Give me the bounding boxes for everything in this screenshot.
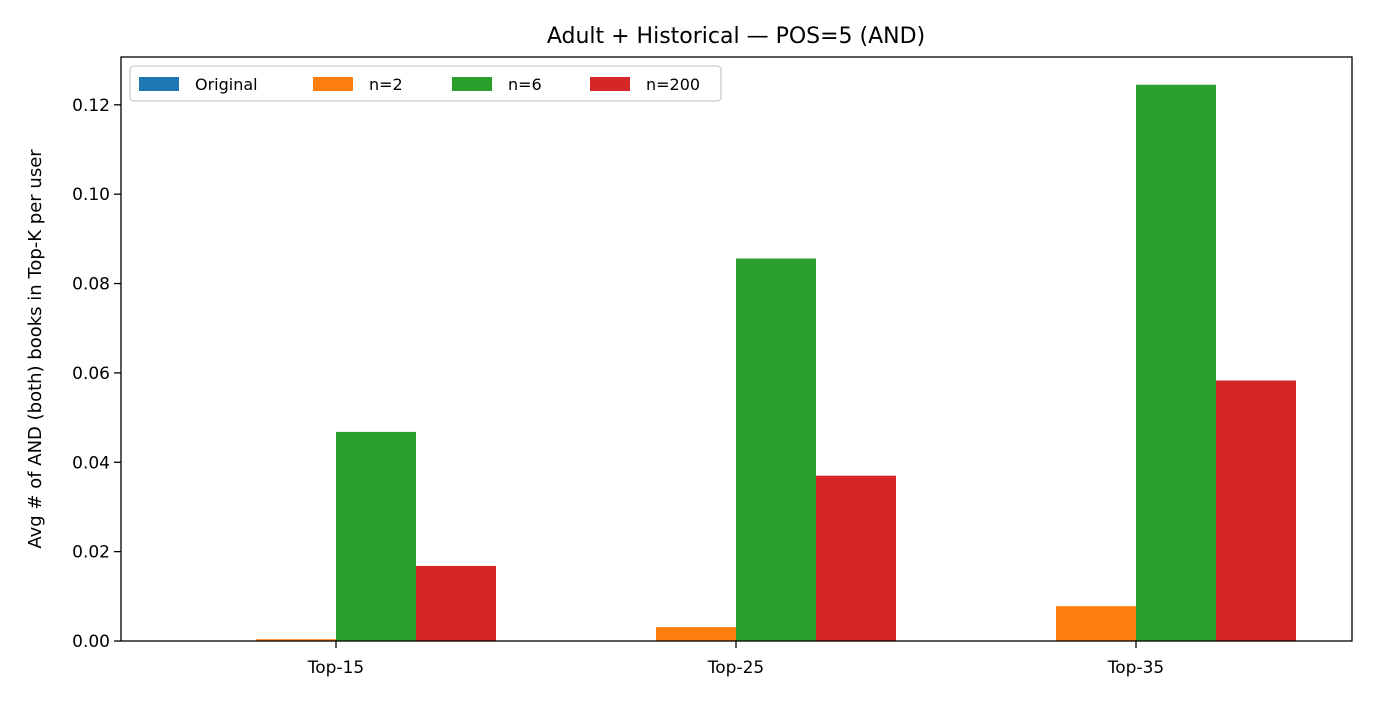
- bar-n-6-top-25: [736, 258, 816, 641]
- y-tick-label: 0.04: [72, 453, 110, 473]
- bar-n-6-top-35: [1136, 84, 1216, 642]
- legend-swatch-n-200: [590, 77, 630, 91]
- chart-title: Adult + Historical — POS=5 (AND): [547, 24, 925, 49]
- y-axis-label: Avg # of AND (both) books in Top-K per u…: [25, 149, 46, 549]
- x-tick-label: Top-35: [1107, 658, 1164, 678]
- legend-label-n-200: n=200: [646, 75, 700, 94]
- x-tick-label: Top-25: [707, 658, 764, 678]
- legend-label-n-2: n=2: [369, 75, 403, 94]
- y-tick-label: 0.06: [72, 364, 110, 384]
- legend-swatch-n-2: [313, 77, 353, 91]
- x-axis-ticks: Top-15 Top-25 Top-35: [307, 641, 1164, 678]
- y-axis-ticks: 0.00 0.02 0.04 0.06 0.08 0.10 0.12: [72, 96, 121, 652]
- bar-n-2-top-35: [1056, 606, 1136, 641]
- legend-box: [129, 65, 722, 102]
- y-tick-label: 0.12: [72, 96, 110, 116]
- x-tick-label: Top-15: [307, 658, 364, 678]
- bars: [256, 84, 1296, 642]
- plot-frame: [120, 56, 1353, 642]
- bar-n-200-top-15: [416, 565, 496, 641]
- bar-n-6-top-15: [336, 431, 416, 641]
- legend: Original n=2 n=6 n=200: [129, 65, 722, 102]
- bar-n-2-top-25: [656, 627, 736, 641]
- legend-swatch-n-6: [452, 77, 492, 91]
- bar-n-200-top-25: [816, 475, 896, 641]
- legend-label-n-6: n=6: [508, 75, 542, 94]
- y-tick-label: 0.02: [72, 543, 110, 563]
- bar-n-200-top-35: [1216, 380, 1296, 641]
- y-tick-label: 0.10: [72, 185, 110, 205]
- y-tick-label: 0.08: [72, 275, 110, 295]
- legend-swatch-original: [139, 77, 179, 91]
- legend-label-original: Original: [195, 75, 258, 94]
- bar-n-2-top-15: [256, 639, 336, 641]
- y-tick-label: 0.00: [72, 632, 110, 652]
